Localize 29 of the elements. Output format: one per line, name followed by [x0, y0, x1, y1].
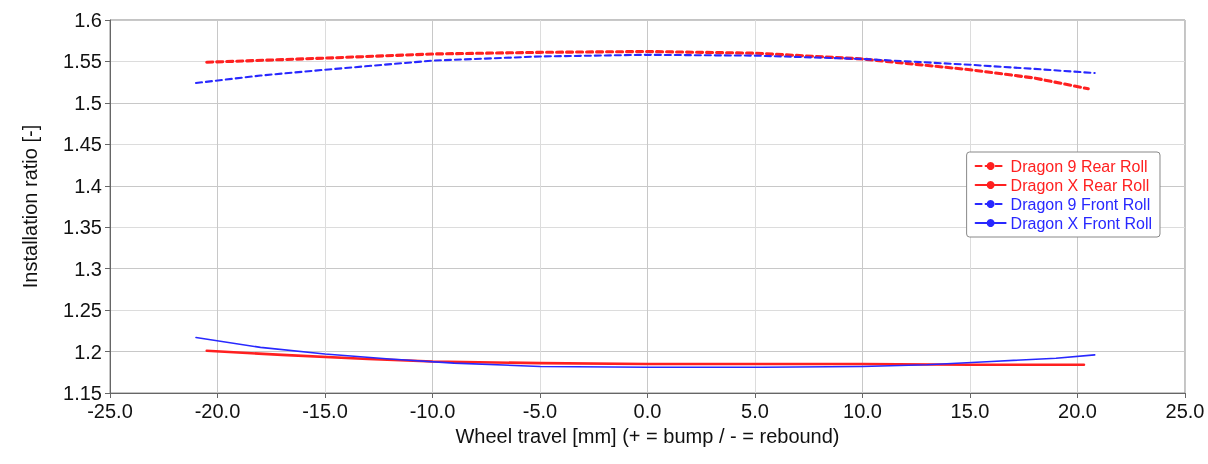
- line-series: [195, 336, 1096, 369]
- x-tick-label: 25.0: [1165, 400, 1205, 422]
- legend-label: Dragon X Front Roll: [1010, 214, 1152, 232]
- legend-label: Dragon 9 Rear Roll: [1010, 157, 1148, 175]
- x-tick-label: 5.0: [741, 400, 769, 422]
- y-tick-label: 1.35: [63, 216, 102, 239]
- x-axis-title: Wheel travel [mm] (+ = bump / - = rebound): [455, 424, 840, 447]
- y-tick-label: 1.45: [63, 133, 102, 156]
- x-tick-label: 20.0: [1058, 400, 1097, 422]
- x-tick-label: -10.0: [409, 400, 456, 422]
- legend-label: Dragon X Rear Roll: [1010, 176, 1150, 194]
- line-series: [205, 49, 1090, 91]
- x-tick-label: 0.0: [633, 400, 662, 422]
- y-tick-label: 1.55: [63, 50, 102, 73]
- x-tick-label: -15.0: [302, 400, 348, 422]
- legend-label: Dragon 9 Front Roll: [1010, 195, 1151, 213]
- y-tick-label: 1.2: [74, 340, 102, 363]
- line-series: [194, 53, 1096, 85]
- x-tick-label: 10.0: [843, 400, 882, 422]
- y-tick-label: 1.3: [74, 257, 102, 280]
- x-tick-label: -20.0: [194, 400, 241, 422]
- x-tick-label: -5.0: [522, 400, 558, 422]
- y-tick-label: 1.25: [63, 299, 102, 322]
- line-series: [205, 349, 1086, 367]
- y-tick-label: 1.4: [74, 174, 102, 197]
- y-axis-title: Installation ratio [-]: [19, 124, 41, 289]
- y-tick-label: 1.6: [74, 9, 102, 31]
- y-tick-label: 1.5: [74, 91, 102, 114]
- x-tick-label: 15.0: [950, 400, 990, 422]
